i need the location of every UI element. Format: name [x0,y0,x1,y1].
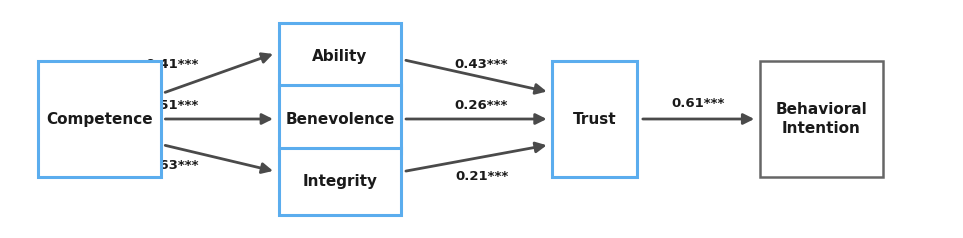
FancyBboxPatch shape [278,23,402,90]
Text: Competence: Competence [46,111,152,127]
Text: Trust: Trust [573,111,616,127]
Text: 0.26***: 0.26*** [455,99,508,112]
Text: Ability: Ability [312,49,368,64]
Text: Integrity: Integrity [302,174,377,189]
Text: Behavioral
Intention: Behavioral Intention [775,102,867,136]
FancyBboxPatch shape [278,85,402,153]
FancyBboxPatch shape [553,61,638,177]
FancyBboxPatch shape [38,61,161,177]
Text: 0.63***: 0.63*** [144,159,198,173]
FancyBboxPatch shape [760,61,882,177]
Text: 0.51***: 0.51*** [145,99,198,112]
Text: 0.41***: 0.41*** [145,58,198,71]
Text: Benevolence: Benevolence [285,111,395,127]
Text: 0.43***: 0.43*** [455,58,508,71]
Text: 0.21***: 0.21*** [455,169,508,183]
Text: 0.61***: 0.61*** [672,97,725,110]
FancyBboxPatch shape [278,148,402,215]
